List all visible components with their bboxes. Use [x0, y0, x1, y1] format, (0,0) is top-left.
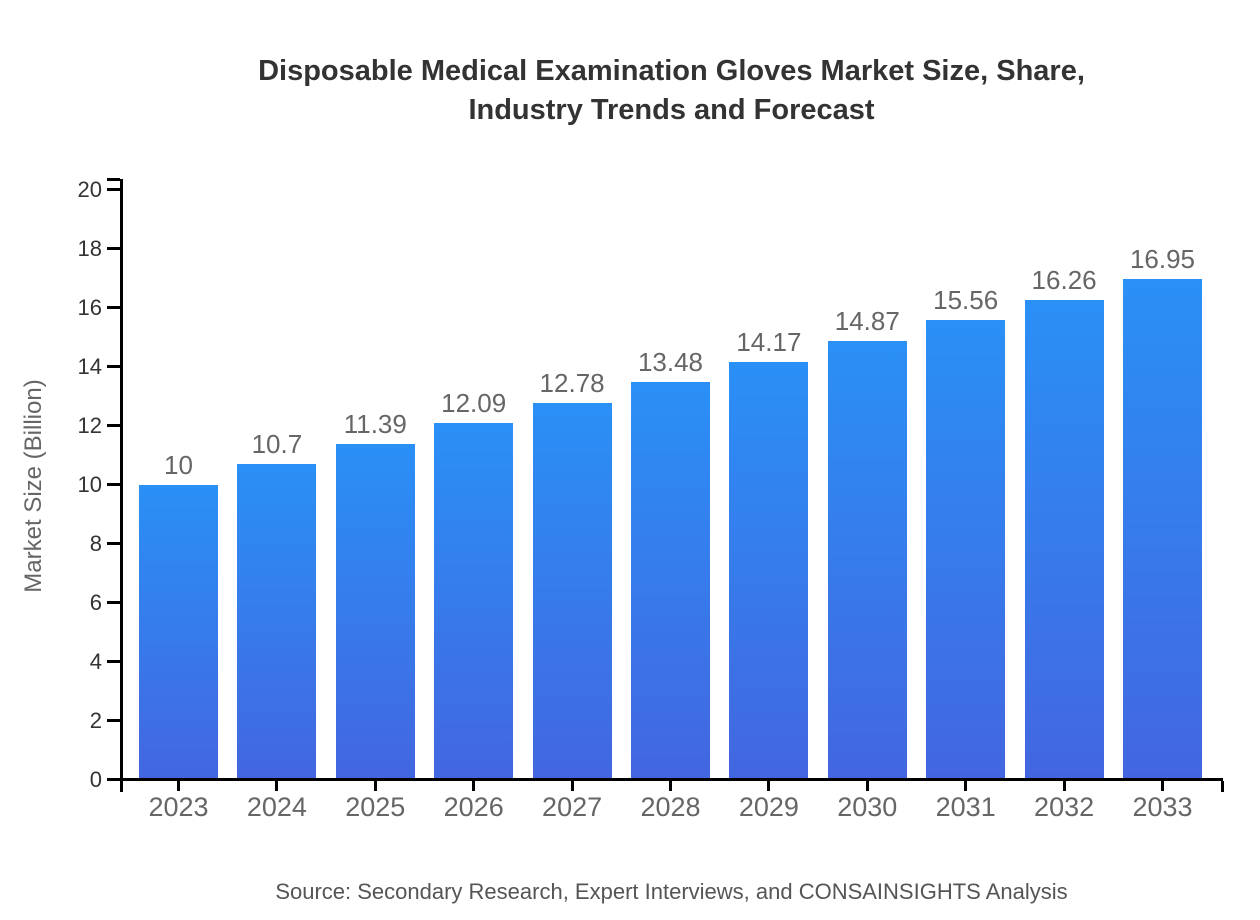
- value-label-2030: 14.87: [834, 305, 900, 336]
- y-tick-label-2: 2: [89, 707, 102, 733]
- y-tick-mark-4: [107, 660, 120, 663]
- y-tick-label-16: 16: [77, 294, 102, 320]
- y-tick-mark-20: [107, 188, 120, 191]
- x-tick-label-2031: 2031: [935, 792, 996, 822]
- y-tick-mark-8: [107, 542, 120, 545]
- x-axis-line: [119, 778, 1223, 781]
- x-axis-right-cap-tick: [1220, 781, 1224, 792]
- x-tick-label-2026: 2026: [443, 792, 504, 822]
- x-tick-mark-2023: [177, 781, 180, 791]
- y-axis-line: [119, 179, 123, 792]
- x-tick-mark-2025: [373, 781, 377, 791]
- bar-2032: [1024, 299, 1104, 780]
- x-tick-label-2032: 2032: [1034, 792, 1095, 822]
- chart-title-line-1: Disposable Medical Examination Gloves Ma…: [258, 55, 1085, 87]
- value-label-2032: 16.26: [1031, 264, 1097, 295]
- bar-2029: [729, 361, 809, 780]
- x-tick-mark-2028: [669, 781, 672, 791]
- bar-2027: [532, 402, 612, 780]
- y-tick-mark-16: [107, 306, 120, 309]
- bar-2025: [335, 443, 415, 780]
- value-label-2024: 10.7: [251, 428, 303, 459]
- y-tick-mark-10: [107, 483, 120, 486]
- y-tick-label-8: 8: [89, 530, 102, 556]
- x-tick-label-2028: 2028: [640, 792, 701, 822]
- bar-2033: [1123, 279, 1202, 780]
- x-tick-mark-2031: [964, 781, 968, 791]
- y-tick-label-12: 12: [77, 412, 102, 438]
- x-tick-mark-2026: [472, 781, 476, 791]
- value-label-2028: 13.48: [637, 346, 704, 377]
- x-tick-label-2029: 2029: [738, 792, 799, 822]
- value-label-2023: 10: [164, 449, 193, 480]
- x-tick-mark-2033: [1161, 781, 1164, 791]
- chart-title-line-2: Industry Trends and Forecast: [468, 94, 875, 126]
- y-tick-mark-2: [107, 719, 120, 722]
- y-tick-label-20: 20: [77, 176, 102, 202]
- value-label-2033: 16.95: [1129, 244, 1196, 275]
- chart-title: Disposable Medical Examination Gloves Ma…: [121, 52, 1222, 130]
- bar-2030: [827, 340, 907, 780]
- value-label-2029: 14.17: [736, 326, 802, 357]
- y-tick-mark-14: [107, 365, 120, 368]
- x-tick-mark-2027: [570, 781, 574, 791]
- x-tick-label-2033: 2033: [1132, 792, 1193, 822]
- x-tick-label-2025: 2025: [345, 792, 406, 822]
- value-label-2027: 12.78: [539, 367, 605, 398]
- x-axis-left-cap-tick: [119, 781, 123, 792]
- y-tick-label-0: 0: [89, 766, 102, 792]
- x-tick-label-2024: 2024: [246, 792, 307, 822]
- x-tick-label-2030: 2030: [837, 792, 898, 822]
- value-label-2031: 15.56: [933, 285, 999, 316]
- value-label-2026: 12.09: [441, 387, 507, 418]
- y-tick-label-6: 6: [89, 589, 102, 615]
- bar-2028: [631, 381, 710, 780]
- bar-2023: [139, 484, 218, 780]
- y-tick-label-14: 14: [77, 353, 102, 379]
- x-tick-mark-2032: [1062, 781, 1066, 791]
- x-tick-label-2023: 2023: [148, 792, 209, 822]
- bar-2031: [926, 320, 1006, 780]
- bar-2024: [237, 463, 317, 780]
- y-tick-mark-0: [107, 778, 120, 781]
- bar-2026: [434, 422, 514, 780]
- x-tick-mark-2030: [865, 781, 869, 791]
- x-tick-mark-2024: [275, 781, 279, 791]
- value-label-2025: 11.39: [343, 408, 407, 439]
- y-axis-top-cap-tick: [107, 178, 120, 181]
- y-tick-label-4: 4: [89, 648, 102, 674]
- y-tick-label-18: 18: [77, 235, 102, 261]
- y-tick-mark-6: [107, 601, 120, 604]
- y-tick-mark-18: [107, 247, 120, 250]
- y-tick-label-10: 10: [77, 471, 102, 497]
- source-text: Source: Secondary Research, Expert Inter…: [275, 879, 1068, 904]
- x-tick-label-2027: 2027: [542, 792, 603, 822]
- y-tick-mark-12: [107, 424, 120, 427]
- x-tick-mark-2029: [767, 781, 771, 791]
